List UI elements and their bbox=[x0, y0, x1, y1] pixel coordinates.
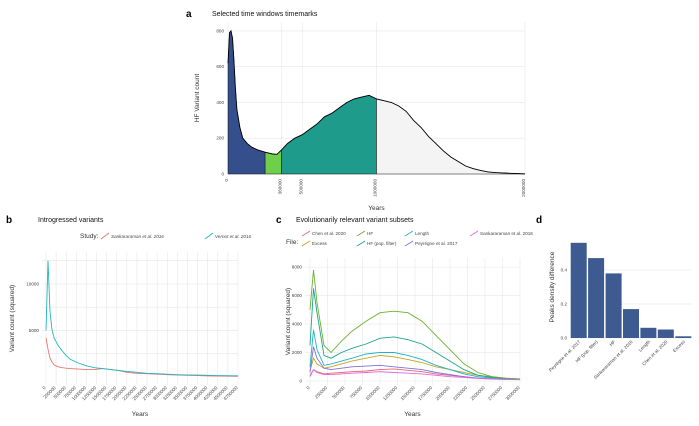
area-segment-1 bbox=[264, 149, 282, 175]
panel-label-d: d bbox=[536, 215, 542, 226]
x-tick-label: 1000000 bbox=[365, 385, 381, 401]
y-tick-label: 0 bbox=[299, 379, 302, 384]
series-line-c-4 bbox=[309, 329, 521, 381]
x-tick-label: 2250000 bbox=[452, 385, 468, 401]
density-line bbox=[227, 29, 526, 175]
legend-key-b-0 bbox=[100, 232, 110, 240]
y-tick-label: 400 bbox=[216, 100, 224, 105]
legend-key-b-1 bbox=[204, 232, 214, 240]
area-segment-3 bbox=[376, 98, 526, 175]
x-tick-label: 2000000 bbox=[521, 179, 526, 197]
x-tick-label: Peyrégne et al. 2017 bbox=[548, 339, 582, 373]
x-tick-label: HF bbox=[608, 339, 616, 347]
y-axis-label-b: Variant count (squared) bbox=[9, 285, 16, 352]
legend-key-c-2 bbox=[356, 230, 366, 237]
legend-key-c-4 bbox=[404, 230, 414, 237]
y-tick-label: 5000 bbox=[29, 328, 40, 333]
legend-entry-c-5: Peyrégne et al. 2017 bbox=[415, 241, 458, 246]
legend-entry-c-3: HF (pop. filter) bbox=[367, 241, 397, 246]
bar-0 bbox=[570, 242, 587, 338]
area-segment-2 bbox=[281, 95, 377, 175]
bar-5 bbox=[657, 329, 674, 338]
chart-title-b: Introgressed variants bbox=[38, 217, 104, 224]
y-axis-label-d: Peaks density difference bbox=[549, 251, 556, 322]
x-tick-label: Length bbox=[638, 339, 652, 353]
panel-c: c Evolutionarily relevant variant subsets… bbox=[276, 215, 533, 418]
bar-3 bbox=[623, 309, 639, 338]
x-axis-label-a: Years bbox=[368, 205, 385, 212]
x-axis-label-b: Years bbox=[132, 411, 149, 418]
x-tick-label: 500000 bbox=[331, 385, 346, 400]
panel-label-c: c bbox=[276, 215, 282, 226]
x-tick-label: 1750000 bbox=[417, 385, 433, 401]
legend-key-c-6 bbox=[469, 230, 479, 237]
legend-entry-c-0: Chen et al. 2020 bbox=[312, 231, 346, 236]
x-tick-label: 0 bbox=[41, 385, 47, 391]
y-tick-label: 6000 bbox=[292, 293, 303, 298]
legend-title-c: File: bbox=[286, 239, 298, 246]
y-tick-label: 0.0 bbox=[561, 336, 568, 341]
x-tick-label: 1000000 bbox=[373, 179, 378, 197]
panel-label-b: b bbox=[6, 215, 12, 226]
x-tick-label: 3000000 bbox=[505, 385, 521, 401]
legend-key-c-5 bbox=[404, 240, 414, 247]
x-tick-label: 2750000 bbox=[487, 385, 503, 401]
y-tick-label: 600 bbox=[216, 64, 224, 69]
y-axis-label-a: HF Variant count bbox=[194, 74, 201, 122]
x-tick-label: 2500000 bbox=[470, 385, 486, 401]
legend-entry-c-2: HF bbox=[367, 231, 373, 236]
legend-entry-b-1: Vernot et al. 2016 bbox=[215, 234, 252, 239]
y-tick-label: 0.2 bbox=[561, 302, 568, 307]
x-tick-label: 250000 bbox=[314, 385, 329, 400]
legend-key-c-0 bbox=[301, 230, 311, 237]
series-line-b-1 bbox=[45, 260, 239, 377]
bar-2 bbox=[605, 273, 622, 338]
y-tick-label: 2000 bbox=[292, 350, 303, 355]
x-axis-label-c: Years bbox=[404, 411, 421, 418]
bar-4 bbox=[640, 327, 657, 338]
x-tick-label: 500000 bbox=[298, 179, 303, 195]
x-tick-label: 1250000 bbox=[382, 385, 398, 401]
legend-entry-c-4: Length bbox=[415, 231, 429, 236]
x-tick-label: 0 bbox=[224, 179, 229, 182]
y-axis-label-c: Variant count (squared) bbox=[285, 288, 292, 355]
chart-title-a: Selected time windows timemarks bbox=[212, 11, 318, 18]
series-line-c-3 bbox=[309, 288, 521, 381]
x-tick-label: 1500000 bbox=[400, 385, 416, 401]
bar-1 bbox=[588, 258, 605, 338]
legend-entry-c-6: Sankararaman et al. 2016 bbox=[480, 231, 533, 236]
bar-6 bbox=[675, 336, 692, 338]
y-tick-label: 0.4 bbox=[561, 268, 568, 273]
series-line-c-6 bbox=[309, 368, 521, 381]
y-tick-label: 4000 bbox=[292, 322, 303, 327]
series-line-b-0 bbox=[45, 337, 239, 377]
y-tick-label: 8000 bbox=[292, 265, 303, 270]
x-tick-label: 0 bbox=[305, 385, 311, 391]
y-tick-label: 0 bbox=[221, 172, 224, 177]
x-tick-label: 2000000 bbox=[435, 385, 451, 401]
x-tick-label: Excess bbox=[672, 339, 687, 354]
y-tick-label: 200 bbox=[216, 136, 224, 141]
legend-entry-c-1: Excess bbox=[312, 241, 328, 246]
legend-title-b: Study: bbox=[80, 233, 99, 240]
y-tick-label: 800 bbox=[216, 28, 224, 33]
y-tick-label: 10000 bbox=[26, 281, 39, 286]
panel-label-a: a bbox=[186, 9, 192, 20]
x-tick-label: 750000 bbox=[349, 385, 364, 400]
series-line-c-2 bbox=[309, 269, 521, 380]
legend-key-c-1 bbox=[301, 240, 311, 247]
legend-entry-b-0: Sankararaman et al. 2016 bbox=[111, 234, 164, 239]
panel-b: b Introgressed variants Study: Sankararaman… bbox=[6, 215, 252, 418]
x-tick-label: 360000 bbox=[277, 179, 282, 195]
chart-title-c: Evolutionarily relevant variant subsets bbox=[296, 217, 414, 224]
panel-a: a Selected time windows timemarks 0 200 400 6… bbox=[186, 9, 526, 212]
legend-key-c-3 bbox=[356, 240, 366, 247]
